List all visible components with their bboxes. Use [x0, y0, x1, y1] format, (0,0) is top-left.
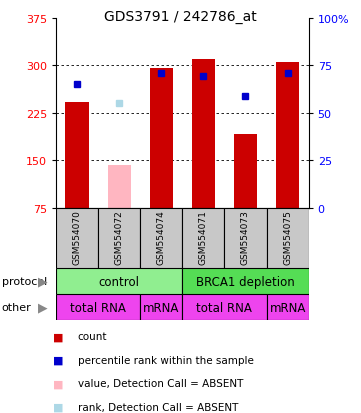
Text: ■: ■ — [52, 331, 63, 342]
Text: mRNA: mRNA — [269, 301, 306, 314]
Bar — [225, 209, 266, 268]
Text: GSM554075: GSM554075 — [283, 210, 292, 265]
Text: GSM554072: GSM554072 — [115, 210, 123, 265]
Text: control: control — [99, 275, 140, 288]
Bar — [56, 294, 140, 320]
Text: ■: ■ — [52, 355, 63, 365]
Text: BRCA1 depletion: BRCA1 depletion — [196, 275, 295, 288]
Bar — [182, 294, 266, 320]
Bar — [192, 60, 215, 209]
Bar — [56, 209, 98, 268]
Text: GSM554074: GSM554074 — [157, 210, 166, 265]
Bar — [266, 294, 309, 320]
Text: percentile rank within the sample: percentile rank within the sample — [78, 355, 253, 365]
Bar — [65, 103, 88, 209]
Text: total RNA: total RNA — [70, 301, 126, 314]
Text: value, Detection Call = ABSENT: value, Detection Call = ABSENT — [78, 378, 243, 389]
Text: count: count — [78, 331, 107, 342]
Text: protocol: protocol — [2, 276, 47, 287]
Bar — [182, 209, 225, 268]
Bar — [276, 63, 299, 209]
Text: rank, Detection Call = ABSENT: rank, Detection Call = ABSENT — [78, 402, 238, 412]
Bar — [140, 209, 182, 268]
Text: ■: ■ — [52, 402, 63, 412]
Text: GSM554073: GSM554073 — [241, 210, 250, 265]
Text: mRNA: mRNA — [143, 301, 179, 314]
Text: other: other — [2, 302, 31, 313]
Text: GSM554071: GSM554071 — [199, 210, 208, 265]
Text: ▶: ▶ — [38, 275, 47, 288]
Text: ▶: ▶ — [38, 301, 47, 314]
Bar — [56, 268, 182, 294]
Bar — [98, 209, 140, 268]
Bar — [140, 294, 182, 320]
Text: GDS3791 / 242786_at: GDS3791 / 242786_at — [104, 10, 257, 24]
Text: total RNA: total RNA — [196, 301, 252, 314]
Bar — [108, 166, 131, 209]
Bar — [182, 268, 309, 294]
Text: GSM554070: GSM554070 — [73, 210, 82, 265]
Text: ■: ■ — [52, 378, 63, 389]
Bar — [266, 209, 309, 268]
Bar — [150, 69, 173, 209]
Bar — [234, 135, 257, 209]
